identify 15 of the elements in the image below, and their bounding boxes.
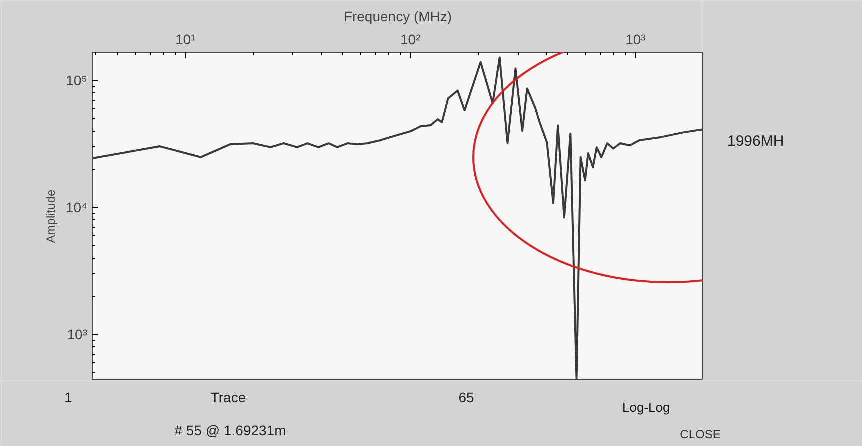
text: 1996MH <box>728 132 784 150</box>
x-tick-label: 10² <box>400 32 422 48</box>
text: # 55 @ 1.69231m <box>174 422 286 438</box>
y-tick-label: 10⁴ <box>66 200 88 216</box>
x-tick-label: 10³ <box>626 32 646 48</box>
y-tick-label: 10³ <box>67 326 88 343</box>
x-tick-label: 10¹ <box>175 32 196 48</box>
y-tick-label: 10⁵ <box>66 72 88 88</box>
text: Log-Log <box>622 400 670 415</box>
text: 1 <box>64 390 72 406</box>
text: 65 <box>458 390 474 406</box>
text: CLOSE <box>680 428 721 442</box>
y-axis-title: Amplitude <box>44 189 58 244</box>
x-axis-title: Frequency (MHz) <box>344 8 452 24</box>
text: Trace <box>210 390 246 406</box>
